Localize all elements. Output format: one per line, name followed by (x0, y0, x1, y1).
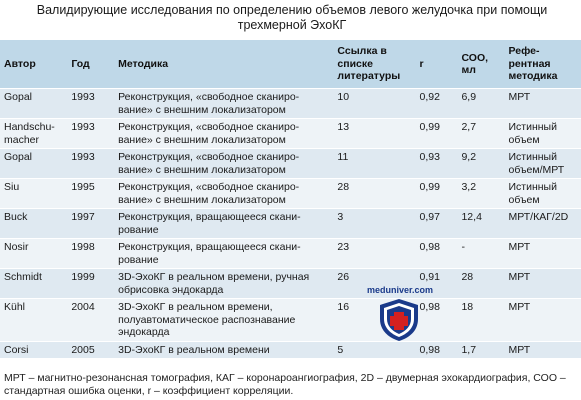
cell-author: Siu (0, 178, 68, 209)
cell-reference-method: МРТ (504, 268, 581, 299)
table-header-row: Автор Год Методика Ссылка в списке литер… (0, 40, 581, 89)
cell-r: 0,98 (415, 340, 458, 358)
cell-author: Buck (0, 208, 68, 239)
table-row: Corsi 2005 3D-ЭхоКГ в реальном времени 5… (0, 340, 581, 358)
header-r: r (419, 57, 424, 70)
cell-r: 0,97 (415, 208, 458, 239)
cell-author: Gopal (0, 148, 68, 179)
cell-coo: 12,4 (457, 208, 505, 239)
table-row: Handschu-macher 1993 Реконструкция, «сво… (0, 118, 581, 149)
table-row: Schmidt 1999 3D-ЭхоКГ в реальном времени… (0, 268, 581, 299)
watermark-text: meduniver.com (366, 285, 434, 295)
table-row: Gopal 1993 Реконструкция, «свободное ска… (0, 148, 581, 179)
cell-reference: 28 (333, 178, 416, 209)
shield-icon (380, 299, 418, 341)
cell-reference-method: Истинный объем (504, 178, 581, 209)
cell-year: 1997 (67, 208, 115, 239)
table-title: Валидирующие исследования по определению… (36, 3, 548, 32)
cell-year: 1998 (67, 238, 115, 269)
cell-reference-method: Истинный объем/МРТ (504, 148, 581, 179)
cell-reference-method: МРТ (504, 238, 581, 269)
header-author: Автор (4, 57, 36, 70)
table-row: Siu 1995 Реконструкция, «свободное скани… (0, 178, 581, 209)
cell-coo: 6,9 (457, 88, 505, 119)
cell-reference: 26 (333, 268, 416, 299)
table-row: Buck 1997 Реконструкция, вращающееся ска… (0, 208, 581, 239)
cell-reference: 10 (333, 88, 416, 119)
table-row: Gopal 1993 Реконструкция, «свободное ска… (0, 88, 581, 119)
cell-method: 3D-ЭхоКГ в реальном времени (114, 340, 334, 358)
header-method: Методика (118, 57, 169, 70)
header-year: Год (71, 57, 90, 70)
cell-reference: 5 (333, 340, 416, 358)
cell-method: Реконструкция, «свободное сканиро-вание»… (114, 88, 334, 119)
cell-year: 2004 (67, 298, 115, 341)
validation-table: Автор Год Методика Ссылка в списке литер… (0, 40, 581, 370)
cell-method: Реконструкция, вращающееся скани-рование (114, 208, 334, 239)
cell-reference-method: МРТ (504, 88, 581, 119)
cell-r: 0,91 (415, 268, 458, 299)
cell-r: 0,99 (415, 118, 458, 149)
cell-r: 0,98 (415, 298, 458, 341)
cell-coo: 18 (457, 298, 505, 341)
cell-reference: 3 (333, 208, 416, 239)
cell-author: Kühl (0, 298, 68, 341)
cell-reference-method: МРТ (504, 340, 581, 358)
watermark-logo: meduniver.com (360, 285, 440, 345)
cell-author: Gopal (0, 88, 68, 119)
cell-r: 0,99 (415, 178, 458, 209)
cell-year: 1993 (67, 118, 115, 149)
cell-coo: - (457, 238, 505, 269)
cell-r: 0,93 (415, 148, 458, 179)
cell-coo: 3,2 (457, 178, 505, 209)
cell-reference-method: МРТ (504, 298, 581, 341)
cell-author: Corsi (0, 340, 68, 358)
cell-r: 0,92 (415, 88, 458, 119)
cell-coo: 28 (457, 268, 505, 299)
cell-reference-method: МРТ/КАГ/2D (504, 208, 581, 239)
cell-reference-method: Истинный объем (504, 118, 581, 149)
cell-reference: 13 (333, 118, 416, 149)
cell-author: Nosir (0, 238, 68, 269)
cell-coo: 1,7 (457, 340, 505, 358)
cell-method: Реконструкция, «свободное сканиро-вание»… (114, 118, 334, 149)
cell-year: 1993 (67, 148, 115, 179)
cell-method: 3D-ЭхоКГ в реальном времени, полуавтомат… (114, 298, 334, 341)
cell-r: 0,98 (415, 238, 458, 269)
cell-coo: 9,2 (457, 148, 505, 179)
table-footnote: МРТ – магнитно-резонансная томография, К… (4, 372, 566, 397)
cell-reference: 11 (333, 148, 416, 179)
cell-method: Реконструкция, «свободное сканиро-вание»… (114, 148, 334, 179)
cell-year: 2005 (67, 340, 115, 358)
cell-method: 3D-ЭхоКГ в реальном времени, ручная обри… (114, 268, 334, 299)
cell-author: Handschu-macher (0, 118, 68, 149)
header-reference-method: Рефе-рентная методика (508, 45, 558, 83)
header-coo: СОО, мл (461, 51, 489, 77)
cell-coo: 2,7 (457, 118, 505, 149)
cell-reference: 23 (333, 238, 416, 269)
cell-method: Реконструкция, «свободное сканиро-вание»… (114, 178, 334, 209)
cell-author: Schmidt (0, 268, 68, 299)
cell-year: 1995 (67, 178, 115, 209)
table-row: Kühl 2004 3D-ЭхоКГ в реальном времени, п… (0, 298, 581, 341)
cell-method: Реконструкция, вращающееся скани-рование (114, 238, 334, 269)
cell-year: 1993 (67, 88, 115, 119)
header-reference: Ссылка в списке литературы (337, 45, 401, 83)
cell-year: 1999 (67, 268, 115, 299)
table-row: Nosir 1998 Реконструкция, вращающееся ск… (0, 238, 581, 269)
